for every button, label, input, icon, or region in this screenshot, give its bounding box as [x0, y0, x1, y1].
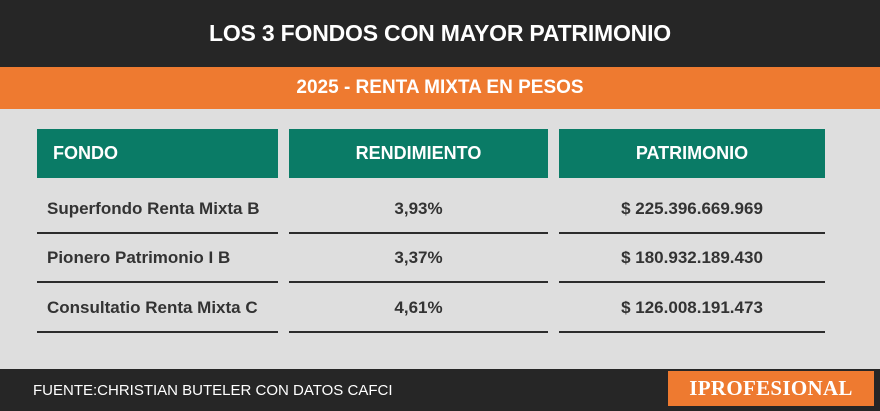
cell-rendimiento: 3,37%	[394, 248, 443, 267]
page-title: LOS 3 FONDOS CON MAYOR PATRIMONIO	[209, 20, 671, 46]
row-divider	[289, 232, 548, 234]
title-bar: LOS 3 FONDOS CON MAYOR PATRIMONIO	[0, 0, 880, 67]
source-note: FUENTE:CHRISTIAN BUTELER CON DATOS CAFCI	[33, 381, 393, 399]
cell-rendimiento: 3,93%	[394, 199, 443, 218]
row-divider	[289, 331, 548, 333]
table-row: Superfondo Renta Mixta B 3,93% $ 225.396…	[0, 185, 880, 235]
cell-patrimonio: $ 126.008.191.473	[621, 298, 763, 317]
row-divider	[37, 232, 278, 234]
subtitle-bar: 2025 - RENTA MIXTA EN PESOS	[0, 67, 880, 109]
row-divider	[559, 232, 825, 234]
column-header-rendimiento: RENDIMIENTO	[289, 129, 548, 178]
table-row: Consultatio Renta Mixta C 4,61% $ 126.00…	[0, 284, 880, 334]
cell-fondo: Consultatio Renta Mixta C	[47, 298, 258, 317]
cell-patrimonio: $ 180.932.189.430	[621, 248, 763, 267]
row-divider	[37, 281, 278, 283]
row-divider	[559, 281, 825, 283]
row-divider	[37, 331, 278, 333]
column-header-fondo: FONDO	[37, 129, 278, 178]
row-divider	[289, 281, 548, 283]
column-header-patrimonio: PATRIMONIO	[559, 129, 825, 178]
cell-fondo: Pionero Patrimonio I B	[47, 248, 231, 267]
cell-patrimonio: $ 225.396.669.969	[621, 199, 763, 218]
brand-logo: IPROFESIONAL	[668, 371, 874, 406]
row-divider	[559, 331, 825, 333]
footer-bar: FUENTE:CHRISTIAN BUTELER CON DATOS CAFCI…	[0, 369, 880, 411]
cell-rendimiento: 4,61%	[394, 298, 443, 317]
cell-fondo: Superfondo Renta Mixta B	[47, 199, 260, 218]
table-row: Pionero Patrimonio I B 3,37% $ 180.932.1…	[0, 234, 880, 284]
page-subtitle: 2025 - RENTA MIXTA EN PESOS	[296, 77, 584, 98]
